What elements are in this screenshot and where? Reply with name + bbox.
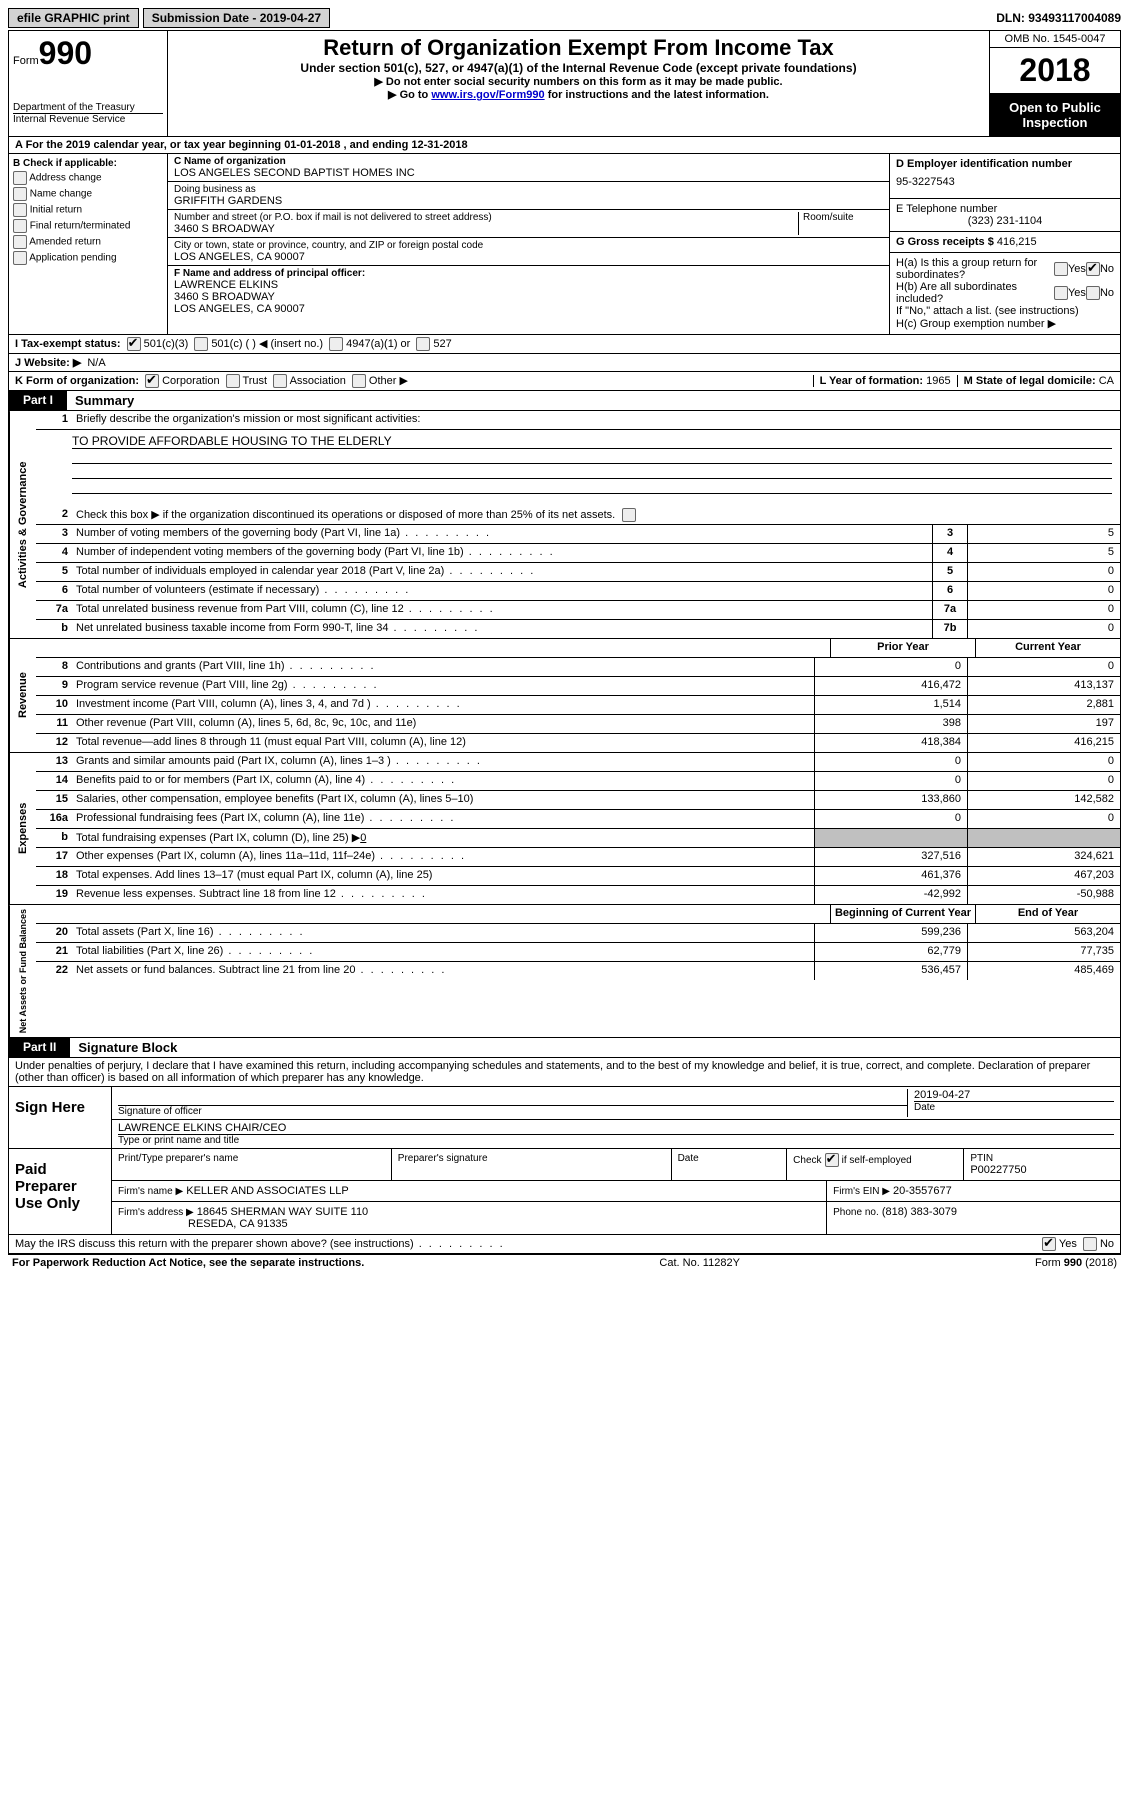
cb-501c[interactable]: 501(c) ( ) ◀ (insert no.) — [194, 337, 323, 351]
form-header: Form990 Department of the Treasury Inter… — [8, 30, 1121, 137]
firm-address1: 18645 SHERMAN WAY SUITE 110 — [197, 1206, 368, 1218]
line7b-val: 0 — [967, 620, 1120, 638]
line12-current: 416,215 — [967, 734, 1120, 752]
submission-date: Submission Date - 2019-04-27 — [143, 8, 330, 28]
line10-current: 2,881 — [967, 696, 1120, 714]
ha-no[interactable]: No — [1086, 262, 1114, 276]
ssn-note: ▶ Do not enter social security numbers o… — [172, 75, 985, 88]
ein: 95-3227543 — [896, 170, 1114, 194]
tax-year: 2018 — [990, 48, 1120, 94]
cb-association[interactable]: Association — [273, 374, 346, 388]
telephone: (323) 231-1104 — [896, 215, 1114, 227]
line7a-val: 0 — [967, 601, 1120, 619]
dept-treasury: Department of the Treasury — [13, 102, 163, 113]
hb-no[interactable]: No — [1086, 286, 1114, 300]
website-value: N/A — [87, 357, 105, 369]
line9-current: 413,137 — [967, 677, 1120, 695]
line4-val: 5 — [967, 544, 1120, 562]
revenue-section: Revenue Prior YearCurrent Year 8Contribu… — [8, 639, 1121, 753]
line13-current: 0 — [967, 753, 1120, 771]
state-domicile: CA — [1099, 375, 1114, 387]
sig-date: 2019-04-27 — [914, 1089, 1114, 1101]
form-title: Return of Organization Exempt From Incom… — [172, 35, 985, 61]
net-assets-section: Net Assets or Fund Balances Beginning of… — [8, 905, 1121, 1038]
ha-yes[interactable]: Yes — [1054, 262, 1086, 276]
perjury-statement: Under penalties of perjury, I declare th… — [9, 1058, 1120, 1086]
part-i-header: Part I Summary — [8, 391, 1121, 411]
line22-end: 485,469 — [967, 962, 1120, 980]
efile-button[interactable]: efile GRAPHIC print — [8, 8, 139, 28]
officer-name: LAWRENCE ELKINS — [174, 279, 883, 291]
year-formation: 1965 — [926, 375, 950, 387]
col-c-entity: C Name of organization LOS ANGELES SECON… — [168, 154, 889, 334]
entity-block: B Check if applicable: Address change Na… — [8, 154, 1121, 335]
goto-instructions: ▶ Go to www.irs.gov/Form990 for instruct… — [172, 88, 985, 101]
public-inspection: Open to Public Inspection — [990, 94, 1120, 136]
cb-amended-return[interactable]: Amended return — [13, 235, 163, 249]
cb-527[interactable]: 527 — [416, 337, 451, 351]
discuss-no[interactable]: No — [1083, 1237, 1114, 1251]
form-subtitle: Under section 501(c), 527, or 4947(a)(1)… — [172, 61, 985, 75]
footer: For Paperwork Reduction Act Notice, see … — [8, 1254, 1121, 1271]
part-ii-header: Part II Signature Block — [8, 1038, 1121, 1058]
line6-val: 0 — [967, 582, 1120, 600]
irs: Internal Revenue Service — [13, 113, 163, 125]
cb-other[interactable]: Other ▶ — [352, 374, 408, 388]
governance-section: Activities & Governance 1Briefly describ… — [8, 411, 1121, 639]
cb-discontinued[interactable] — [622, 508, 636, 522]
col-d-info: D Employer identification number 95-3227… — [889, 154, 1120, 334]
line21-end: 77,735 — [967, 943, 1120, 961]
hb-yes[interactable]: Yes — [1054, 286, 1086, 300]
officer-street: 3460 S BROADWAY — [174, 291, 883, 303]
dba-name: GRIFFITH GARDENS — [174, 195, 883, 207]
form990-link[interactable]: www.irs.gov/Form990 — [431, 89, 544, 101]
cb-application-pending[interactable]: Application pending — [13, 251, 163, 265]
line11-current: 197 — [967, 715, 1120, 733]
row-j-website: J Website: ▶ N/A — [8, 354, 1121, 372]
cb-initial-return[interactable]: Initial return — [13, 203, 163, 217]
city-state-zip: LOS ANGELES, CA 90007 — [174, 251, 883, 263]
line17-current: 324,621 — [967, 848, 1120, 866]
street-address: 3460 S BROADWAY — [174, 223, 798, 235]
line15-current: 142,582 — [967, 791, 1120, 809]
line8-current: 0 — [967, 658, 1120, 676]
row-a-tax-year: A For the 2019 calendar year, or tax yea… — [8, 137, 1121, 154]
form-number: Form990 — [13, 35, 163, 72]
row-i-tax-exempt: I Tax-exempt status: 501(c)(3) 501(c) ( … — [8, 335, 1121, 354]
line16a-current: 0 — [967, 810, 1120, 828]
cb-self-employed[interactable] — [825, 1153, 839, 1167]
gross-receipts: 416,215 — [997, 236, 1037, 248]
mission-text: TO PROVIDE AFFORDABLE HOUSING TO THE ELD… — [72, 434, 1112, 449]
form-version: Form 990 (2018) — [1035, 1257, 1117, 1269]
firm-ein: 20-3557677 — [893, 1185, 952, 1197]
cb-501c3[interactable]: 501(c)(3) — [127, 337, 189, 351]
dln: DLN: 93493117004089 — [996, 11, 1121, 25]
discuss-yes[interactable]: Yes — [1042, 1237, 1077, 1251]
signature-block: Under penalties of perjury, I declare th… — [8, 1058, 1121, 1254]
officer-name-title: LAWRENCE ELKINS CHAIR/CEO — [118, 1122, 1114, 1134]
cb-trust[interactable]: Trust — [226, 374, 268, 388]
firm-address2: RESEDA, CA 91335 — [118, 1218, 820, 1230]
line19-current: -50,988 — [967, 886, 1120, 904]
line3-val: 5 — [967, 525, 1120, 543]
cb-final-return[interactable]: Final return/terminated — [13, 219, 163, 233]
cb-address-change[interactable]: Address change — [13, 171, 163, 185]
row-k-org-form: K Form of organization: Corporation Trus… — [8, 372, 1121, 391]
line18-current: 467,203 — [967, 867, 1120, 885]
omb-number: OMB No. 1545-0047 — [990, 31, 1120, 48]
org-name: LOS ANGELES SECOND BAPTIST HOMES INC — [174, 167, 883, 179]
officer-city: LOS ANGELES, CA 90007 — [174, 303, 883, 315]
cb-corporation[interactable]: Corporation — [145, 374, 220, 388]
firm-name: KELLER AND ASSOCIATES LLP — [186, 1185, 348, 1197]
cb-name-change[interactable]: Name change — [13, 187, 163, 201]
line5-val: 0 — [967, 563, 1120, 581]
ptin: P00227750 — [970, 1164, 1114, 1176]
line20-end: 563,204 — [967, 924, 1120, 942]
expenses-section: Expenses 13Grants and similar amounts pa… — [8, 753, 1121, 905]
top-bar: efile GRAPHIC print Submission Date - 20… — [8, 8, 1121, 28]
col-b-checkboxes: B Check if applicable: Address change Na… — [9, 154, 168, 334]
cb-4947[interactable]: 4947(a)(1) or — [329, 337, 410, 351]
firm-phone: (818) 383-3079 — [882, 1206, 957, 1218]
line14-current: 0 — [967, 772, 1120, 790]
